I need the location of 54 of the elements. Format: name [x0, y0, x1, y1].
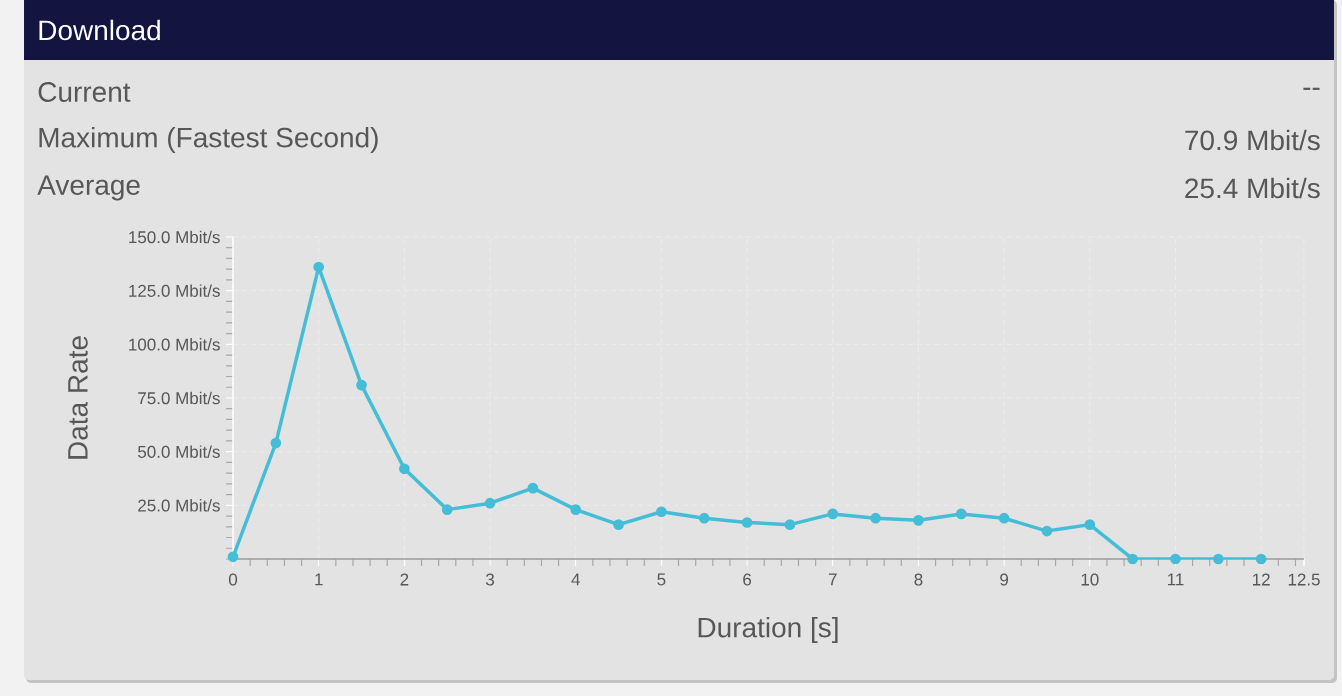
- point: [484, 497, 496, 509]
- y-tick-label: 25.0 Mbit/s: [138, 499, 220, 512]
- point: [527, 482, 539, 494]
- x-tick-label: 12: [1253, 573, 1270, 586]
- point: [827, 508, 839, 520]
- text: Current: [38, 82, 131, 102]
- point: [356, 379, 367, 391]
- point: [227, 551, 239, 563]
- y-axis-title: Data Rate: [68, 336, 88, 459]
- point: [955, 508, 967, 520]
- x-tick-label: 6: [743, 573, 752, 586]
- chart-title: Download: [39, 19, 160, 41]
- x-tick-label: 1: [315, 573, 323, 586]
- x-tick-label: 7: [828, 573, 837, 586]
- point: [313, 261, 325, 273]
- point: [399, 463, 410, 475]
- x-tick-label: 4: [571, 573, 580, 586]
- x-tick-label: 5: [657, 573, 666, 586]
- point: [870, 512, 881, 524]
- point: [1084, 519, 1096, 530]
- text: Maximum (Fastest Second): [39, 126, 378, 154]
- x-tick-label: 0: [228, 573, 238, 586]
- y-tick-label: 75.0 Mbit/s: [138, 391, 220, 405]
- y-tick-label: 50.0 Mbit/s: [138, 445, 220, 458]
- x-axis-title: Duration [s]: [698, 616, 838, 644]
- point: [1212, 553, 1224, 565]
- x-tick-label: 2: [400, 573, 409, 586]
- point: [784, 519, 796, 530]
- point: [656, 506, 667, 518]
- x-tick-label: 10: [1081, 573, 1099, 586]
- x-tick-label: 8: [914, 573, 923, 586]
- point: [913, 515, 924, 526]
- point: [741, 517, 753, 528]
- point: [998, 512, 1010, 524]
- y-tick-label: 150.0 Mbit/s: [129, 230, 220, 244]
- text: 70.9 Mbit/s: [1185, 129, 1320, 151]
- point: [1255, 553, 1267, 565]
- point: [613, 519, 624, 530]
- x-tick-label: 12.5: [1288, 573, 1320, 586]
- text: 25.4 Mbit/s: [1185, 177, 1320, 199]
- point: [1041, 525, 1053, 537]
- point: [1170, 553, 1181, 565]
- y-tick-label: 100.0 Mbit/s: [129, 338, 220, 351]
- y-tick-label: 125.0 Mbit/s: [129, 284, 220, 297]
- point: [698, 512, 710, 524]
- x-tick-label: 9: [1000, 573, 1009, 586]
- point: [270, 437, 282, 449]
- point: [570, 504, 582, 515]
- text: Average: [37, 175, 140, 201]
- point: [441, 504, 453, 515]
- text: --: [1303, 87, 1320, 90]
- x-tick-label: 3: [485, 573, 495, 586]
- x-tick-label: 11: [1167, 573, 1184, 586]
- point: [1127, 553, 1138, 565]
